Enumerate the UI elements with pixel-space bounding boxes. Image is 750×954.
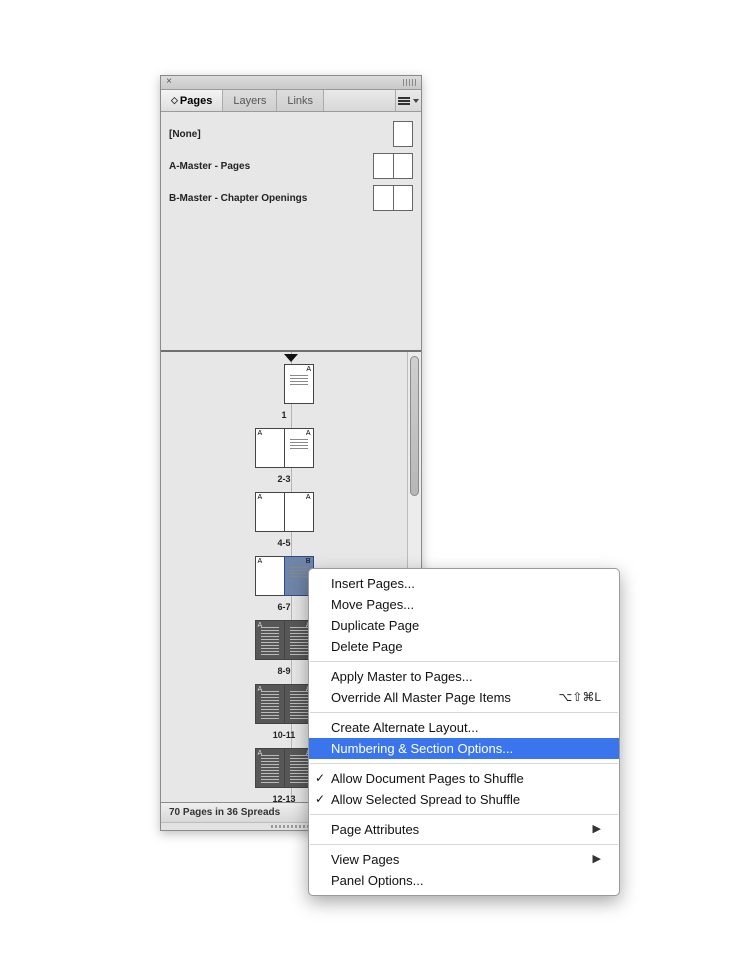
menu-separator xyxy=(310,661,618,662)
menu-insert-label: Insert Pages... xyxy=(331,575,415,592)
page-content-icon xyxy=(290,375,308,385)
page-prefix: A xyxy=(306,494,311,501)
page-prefix: A xyxy=(258,430,263,437)
menu-override-label: Override All Master Page Items xyxy=(331,689,511,706)
page-8[interactable]: A xyxy=(255,620,285,660)
page-prefix: A xyxy=(306,430,311,437)
menu-allowdoc-label: Allow Document Pages to Shuffle xyxy=(331,770,524,787)
close-icon[interactable]: × xyxy=(163,76,175,88)
expand-arrows-icon: ◇ xyxy=(171,95,177,106)
page-content-icon xyxy=(261,627,279,655)
menu-apply-master[interactable]: Apply Master to Pages... xyxy=(309,666,619,687)
spread-1[interactable]: A 1 xyxy=(161,364,407,420)
menu-duplicate-label: Duplicate Page xyxy=(331,617,419,634)
tab-layers[interactable]: Layers xyxy=(223,90,277,111)
menu-view-pages[interactable]: View Pages ▶ xyxy=(309,849,619,870)
tab-pages[interactable]: ◇Pages xyxy=(161,90,223,111)
page-5[interactable]: A xyxy=(284,492,314,532)
menu-override-master[interactable]: Override All Master Page Items ⌥⇧⌘L xyxy=(309,687,619,708)
hamburger-icon xyxy=(398,97,410,105)
menu-duplicate-page[interactable]: Duplicate Page xyxy=(309,615,619,636)
context-menu: Insert Pages... Move Pages... Duplicate … xyxy=(308,568,620,896)
dropdown-triangle-icon xyxy=(413,99,419,103)
page-content-icon xyxy=(261,755,279,783)
menu-numbering-section[interactable]: Numbering & Section Options... xyxy=(309,738,619,759)
master-none[interactable]: [None] xyxy=(169,118,413,150)
page-content-icon xyxy=(290,691,308,719)
masters-section: [None] A-Master - Pages B-Master - Chapt… xyxy=(161,112,421,352)
spread-4-5-label: 4-5 xyxy=(161,538,407,548)
spread-2-3-label: 2-3 xyxy=(161,474,407,484)
spread-2-3[interactable]: A A 2-3 xyxy=(161,428,407,484)
page-prefix: A xyxy=(258,558,263,565)
panel-menu-button[interactable] xyxy=(395,90,421,111)
check-icon: ✓ xyxy=(315,791,325,808)
page-content-icon xyxy=(290,755,308,783)
menu-separator xyxy=(310,814,618,815)
tab-links-label: Links xyxy=(287,95,313,107)
tab-links[interactable]: Links xyxy=(277,90,324,111)
page-content-icon xyxy=(290,439,308,449)
master-a-label: A-Master - Pages xyxy=(169,161,250,172)
page-3[interactable]: A xyxy=(284,428,314,468)
menu-viewpages-label: View Pages xyxy=(331,851,399,868)
check-icon: ✓ xyxy=(315,770,325,787)
master-none-label: [None] xyxy=(169,129,201,140)
page-10[interactable]: A xyxy=(255,684,285,724)
menu-panelopt-label: Panel Options... xyxy=(331,872,424,889)
menu-separator xyxy=(310,844,618,845)
menu-alternate-layout[interactable]: Create Alternate Layout... xyxy=(309,717,619,738)
menu-allowsel-label: Allow Selected Spread to Shuffle xyxy=(331,791,520,808)
page-12[interactable]: A xyxy=(255,748,285,788)
menu-pageattr-label: Page Attributes xyxy=(331,821,419,838)
collapse-grip-icon[interactable] xyxy=(403,79,417,86)
menu-apply-label: Apply Master to Pages... xyxy=(331,668,473,685)
page-prefix: A xyxy=(306,366,311,373)
master-a[interactable]: A-Master - Pages xyxy=(169,150,413,182)
page-2[interactable]: A xyxy=(255,428,285,468)
section-marker-icon xyxy=(284,354,298,362)
page-content-icon xyxy=(290,627,308,655)
menu-separator xyxy=(310,712,618,713)
tab-row: ◇Pages Layers Links xyxy=(161,90,421,112)
menu-separator xyxy=(310,763,618,764)
menu-move-label: Move Pages... xyxy=(331,596,414,613)
master-b-label: B-Master - Chapter Openings xyxy=(169,193,307,204)
panel-titlebar[interactable]: × xyxy=(161,76,421,90)
page-4[interactable]: A xyxy=(255,492,285,532)
tab-layers-label: Layers xyxy=(233,95,266,107)
master-none-thumb xyxy=(393,121,413,147)
page-prefix: B xyxy=(306,558,311,565)
menu-insert-pages[interactable]: Insert Pages... xyxy=(309,573,619,594)
page-content-icon xyxy=(261,691,279,719)
spread-4-5[interactable]: A A 4-5 xyxy=(161,492,407,548)
master-a-thumb xyxy=(373,153,413,179)
status-text: 70 Pages in 36 Spreads xyxy=(169,807,280,818)
menu-numbering-label: Numbering & Section Options... xyxy=(331,740,513,757)
page-1[interactable]: A xyxy=(284,364,314,404)
menu-delete-page[interactable]: Delete Page xyxy=(309,636,619,657)
page-prefix: A xyxy=(258,494,263,501)
menu-alternate-label: Create Alternate Layout... xyxy=(331,719,478,736)
page-content-icon xyxy=(290,567,308,577)
grip-dots-icon xyxy=(271,825,311,828)
submenu-arrow-icon: ▶ xyxy=(593,821,601,838)
spread-1-label: 1 xyxy=(161,410,407,420)
submenu-arrow-icon: ▶ xyxy=(593,851,601,868)
menu-panel-options[interactable]: Panel Options... xyxy=(309,870,619,891)
scrollbar-thumb[interactable] xyxy=(410,356,419,496)
menu-page-attributes[interactable]: Page Attributes ▶ xyxy=(309,819,619,840)
menu-allow-spread-shuffle[interactable]: ✓ Allow Selected Spread to Shuffle xyxy=(309,789,619,810)
tab-pages-label: Pages xyxy=(180,95,212,107)
menu-allow-doc-shuffle[interactable]: ✓ Allow Document Pages to Shuffle xyxy=(309,768,619,789)
master-b-thumb xyxy=(373,185,413,211)
page-6[interactable]: A xyxy=(255,556,285,596)
menu-override-shortcut: ⌥⇧⌘L xyxy=(558,689,601,706)
menu-move-pages[interactable]: Move Pages... xyxy=(309,594,619,615)
menu-delete-label: Delete Page xyxy=(331,638,403,655)
master-b[interactable]: B-Master - Chapter Openings xyxy=(169,182,413,214)
